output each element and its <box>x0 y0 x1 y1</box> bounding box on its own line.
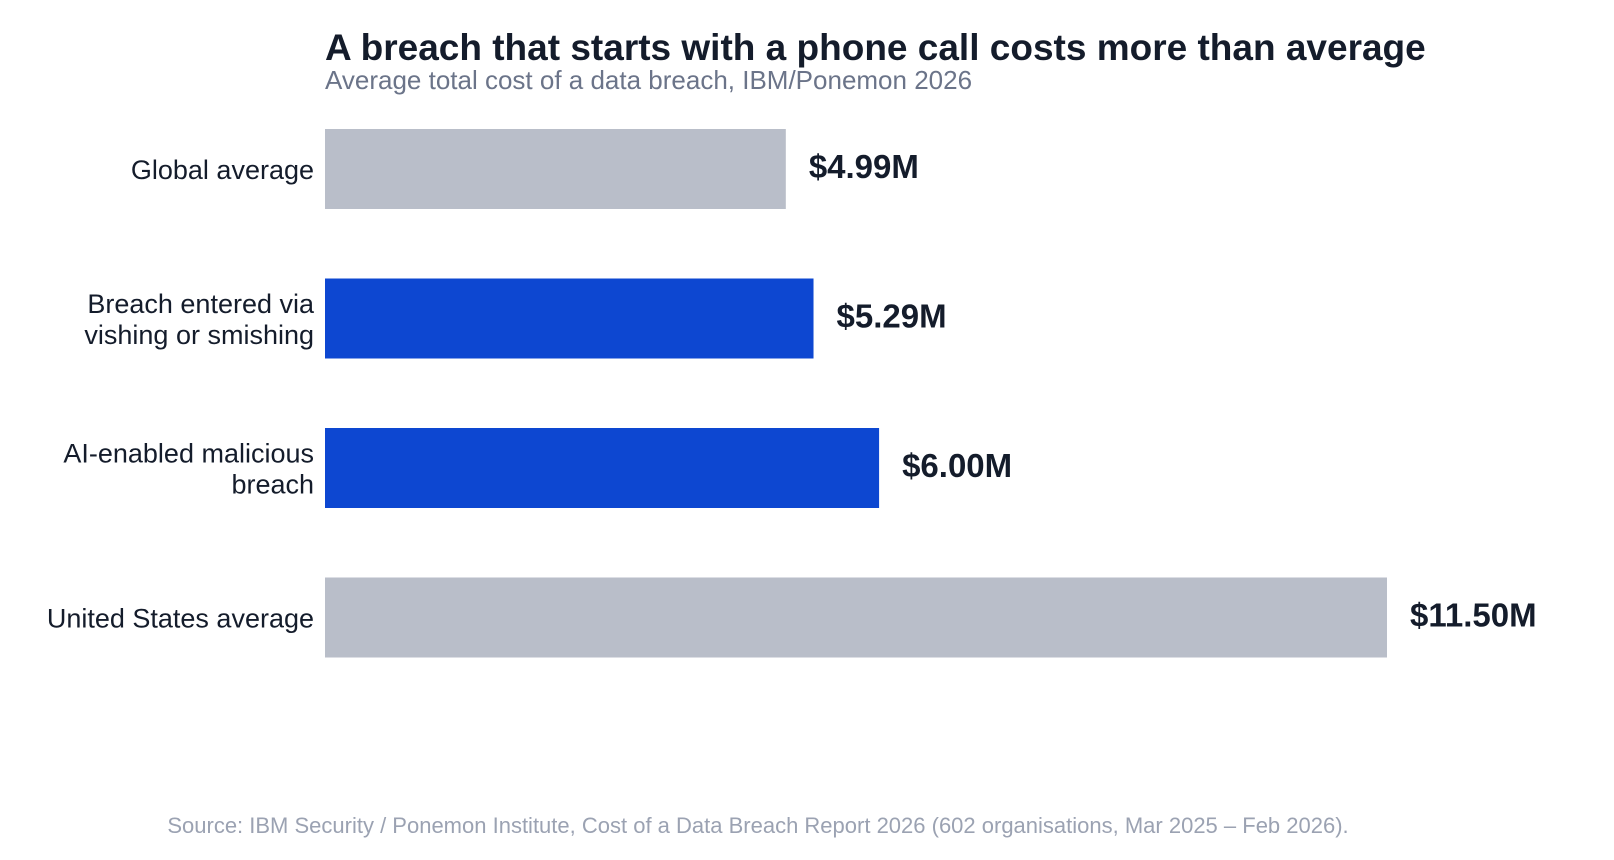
value-label-2: $6.00M <box>902 447 1012 484</box>
category-label-line: Breach entered via <box>87 289 315 319</box>
source-note: Source: IBM Security / Ponemon Institute… <box>167 813 1348 838</box>
category-label-line: breach <box>231 470 314 500</box>
value-label-0: $4.99M <box>809 148 919 185</box>
chart-title: A breach that starts with a phone call c… <box>325 27 1426 68</box>
bar-3 <box>325 577 1387 658</box>
value-label-3: $11.50M <box>1410 597 1537 634</box>
category-label-line: Global average <box>131 155 314 185</box>
bar-1 <box>325 278 814 359</box>
value-label-1: $5.29M <box>837 298 947 335</box>
bar-0 <box>325 129 786 209</box>
bars-group: $4.99M Global average $5.29M Breach entered… <box>47 129 1537 658</box>
category-label-3: United States average <box>47 604 314 634</box>
chart-subtitle: Average total cost of a data breach, IBM… <box>325 65 972 95</box>
category-label-0: Global average <box>131 155 314 185</box>
category-label-line: United States average <box>47 604 314 634</box>
category-label-2: AI-enabled malicious breach <box>63 439 314 500</box>
bar-2 <box>325 428 880 508</box>
category-label-1: Breach entered via vishing or smishing <box>84 289 315 350</box>
category-label-line: AI-enabled malicious <box>63 439 314 469</box>
category-label-line: vishing or smishing <box>84 320 314 350</box>
